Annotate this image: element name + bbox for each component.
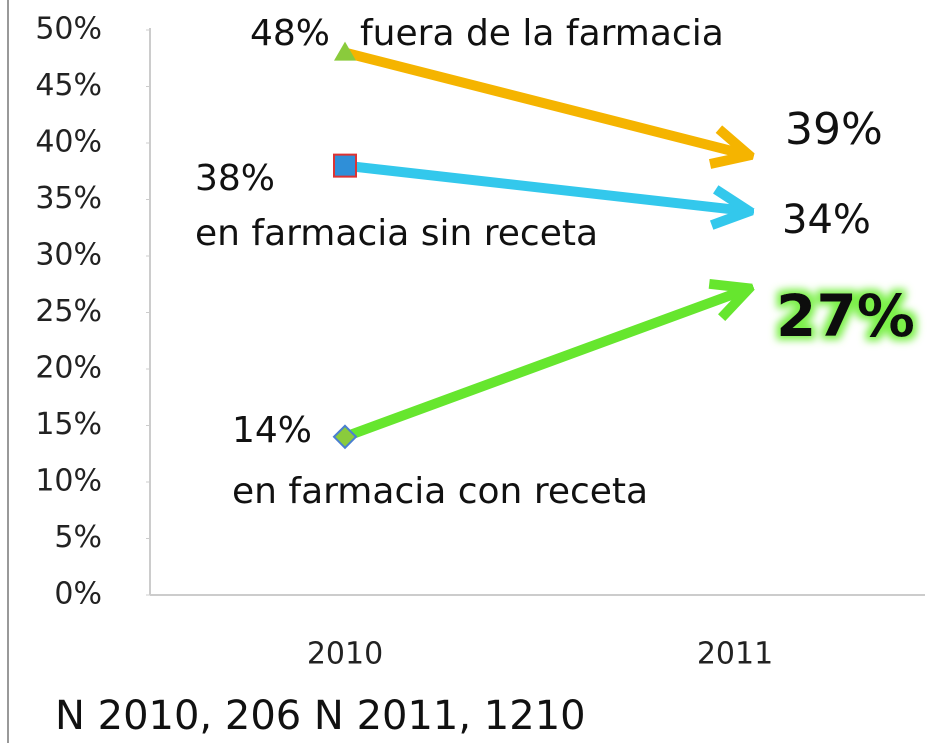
series-line [340,47,745,155]
point-marker [334,41,356,61]
value-label: 48% [250,13,330,54]
point-marker [333,153,357,178]
series-label: fuera de la farmacia [360,13,724,54]
point-marker [332,424,358,450]
y-tick-label: 50% [35,12,102,47]
y-tick-label: 5% [54,520,102,555]
y-tick-label: 35% [35,181,102,216]
y-tick-label: 25% [35,294,102,329]
series-line [340,160,745,211]
value-label: 34% [782,197,871,243]
y-tick-label: 0% [54,577,102,612]
y-tick-label: 15% [35,407,102,442]
y-tick-label: 40% [35,125,102,160]
series-label: en farmacia sin receta [195,213,598,254]
value-label: 38% [195,158,275,199]
value-label: 14% [232,410,312,451]
x-tick-label: 2010 [307,637,383,672]
y-tick-label: 20% [35,351,102,386]
y-tick-label: 10% [35,464,102,499]
x-tick-label: 2011 [697,637,773,672]
value-label: 39% [785,104,883,155]
series-line [340,290,745,442]
series-label: en farmacia con receta [232,471,648,512]
value-label: 27% [776,282,915,350]
y-tick-label: 30% [35,238,102,273]
y-tick-label: 45% [35,68,102,103]
footnote: N 2010, 206 N 2011, 1210 [55,693,586,739]
